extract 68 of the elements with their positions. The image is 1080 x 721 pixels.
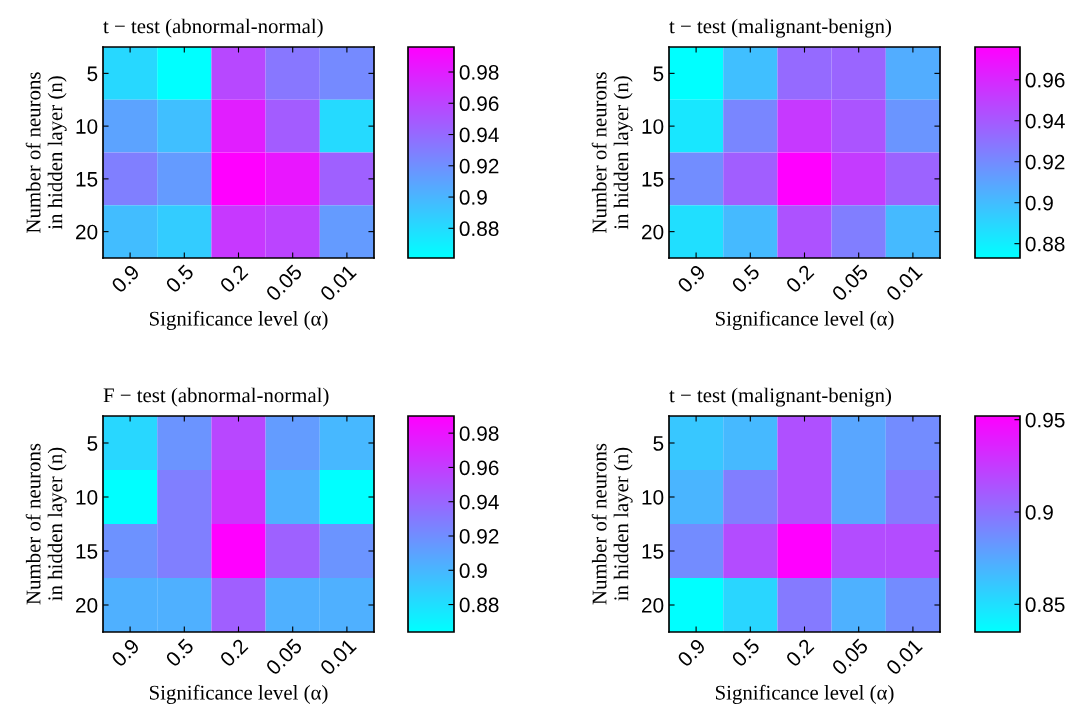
y-axis-title: Number of neurons in hidden layer (n) (591, 443, 633, 605)
x-tick-label: 0.5 (730, 263, 761, 294)
color-bar-label: 0.92 (459, 158, 499, 174)
chart-title: t − test (malignant-benign) (669, 387, 892, 407)
color-bar-label: 0.88 (459, 221, 499, 237)
color-bar-label: 0.92 (459, 529, 499, 544)
x-tick-label: 0.05 (831, 263, 869, 302)
y-axis-title: Number of neurons in hidden layer (n) (591, 72, 633, 233)
color-bar-label: 0.98 (459, 426, 499, 441)
y-tick-label: 5 (87, 66, 98, 82)
y-tick-label: 10 (76, 490, 98, 505)
color-bar-label: 0.88 (1025, 236, 1065, 252)
x-axis-title: Significance level (α) (715, 310, 894, 330)
color-bar-label: 0.88 (459, 597, 499, 613)
y-tick-label: 20 (76, 224, 98, 240)
color-bar-label: 0.92 (1025, 154, 1065, 170)
x-tick-label: 0.5 (164, 637, 195, 668)
y-tick-label: 20 (642, 598, 664, 613)
x-tick-label: 0.01 (885, 263, 923, 302)
x-tick-label: 0.01 (319, 263, 357, 302)
x-tick-label: 0.9 (676, 637, 707, 668)
x-tick-label: 0.2 (784, 637, 815, 668)
x-tick-label: 0.2 (218, 637, 249, 668)
x-tick-label: 0.05 (265, 637, 303, 676)
color-bar-label: 0.85 (1025, 597, 1065, 613)
x-axis-title: Significance level (α) (149, 684, 328, 704)
color-bar-label: 0.94 (459, 494, 499, 510)
x-axis-title: Significance level (α) (149, 310, 328, 330)
color-bar-label: 0.94 (1025, 113, 1065, 129)
color-bar-label: 0.9 (1025, 195, 1053, 211)
y-tick-label: 15 (76, 172, 98, 187)
x-tick-label: 0.05 (831, 637, 869, 676)
chart-title: t − test (abnormal-normal) (103, 18, 323, 38)
color-bar-label: 0.9 (1025, 505, 1053, 520)
y-tick-label: 20 (642, 224, 664, 240)
y-tick-label: 20 (76, 598, 98, 613)
x-tick-label: 0.2 (218, 263, 249, 294)
x-tick-label: 0.01 (319, 637, 357, 676)
y-tick-label: 5 (653, 66, 664, 82)
color-bar-label: 0.94 (459, 127, 499, 143)
color-bar-label: 0.96 (459, 460, 499, 476)
y-tick-label: 5 (87, 436, 98, 451)
color-bar-label: 0.96 (459, 96, 499, 112)
x-tick-label: 0.9 (110, 637, 141, 668)
y-tick-label: 15 (642, 544, 664, 559)
color-bar-label: 0.98 (459, 65, 499, 80)
y-tick-label: 5 (653, 436, 664, 451)
color-bar-label: 0.9 (459, 190, 487, 205)
y-axis-title: Number of neurons in hidden layer (n) (25, 443, 67, 605)
y-tick-label: 10 (642, 119, 664, 134)
x-axis-title: Significance level (α) (715, 684, 894, 704)
x-tick-label: 0.9 (676, 263, 707, 294)
x-tick-label: 0.9 (110, 263, 141, 294)
x-tick-label: 0.05 (265, 263, 303, 302)
y-tick-label: 15 (76, 544, 98, 559)
x-tick-label: 0.5 (164, 263, 195, 294)
x-tick-label: 0.5 (730, 637, 761, 668)
chart-title: t − test (malignant-benign) (669, 18, 892, 38)
color-bar-label: 0.9 (459, 563, 487, 579)
x-tick-label: 0.01 (885, 637, 923, 676)
color-bar-label: 0.95 (1025, 412, 1065, 428)
y-tick-label: 15 (642, 172, 664, 187)
chart-title: F − test (abnormal-normal) (103, 387, 329, 407)
y-tick-label: 10 (76, 119, 98, 134)
color-bar-label: 0.96 (1025, 72, 1065, 88)
y-tick-label: 10 (642, 490, 664, 505)
x-tick-label: 0.2 (784, 263, 815, 294)
y-axis-title: Number of neurons in hidden layer (n) (25, 72, 67, 233)
